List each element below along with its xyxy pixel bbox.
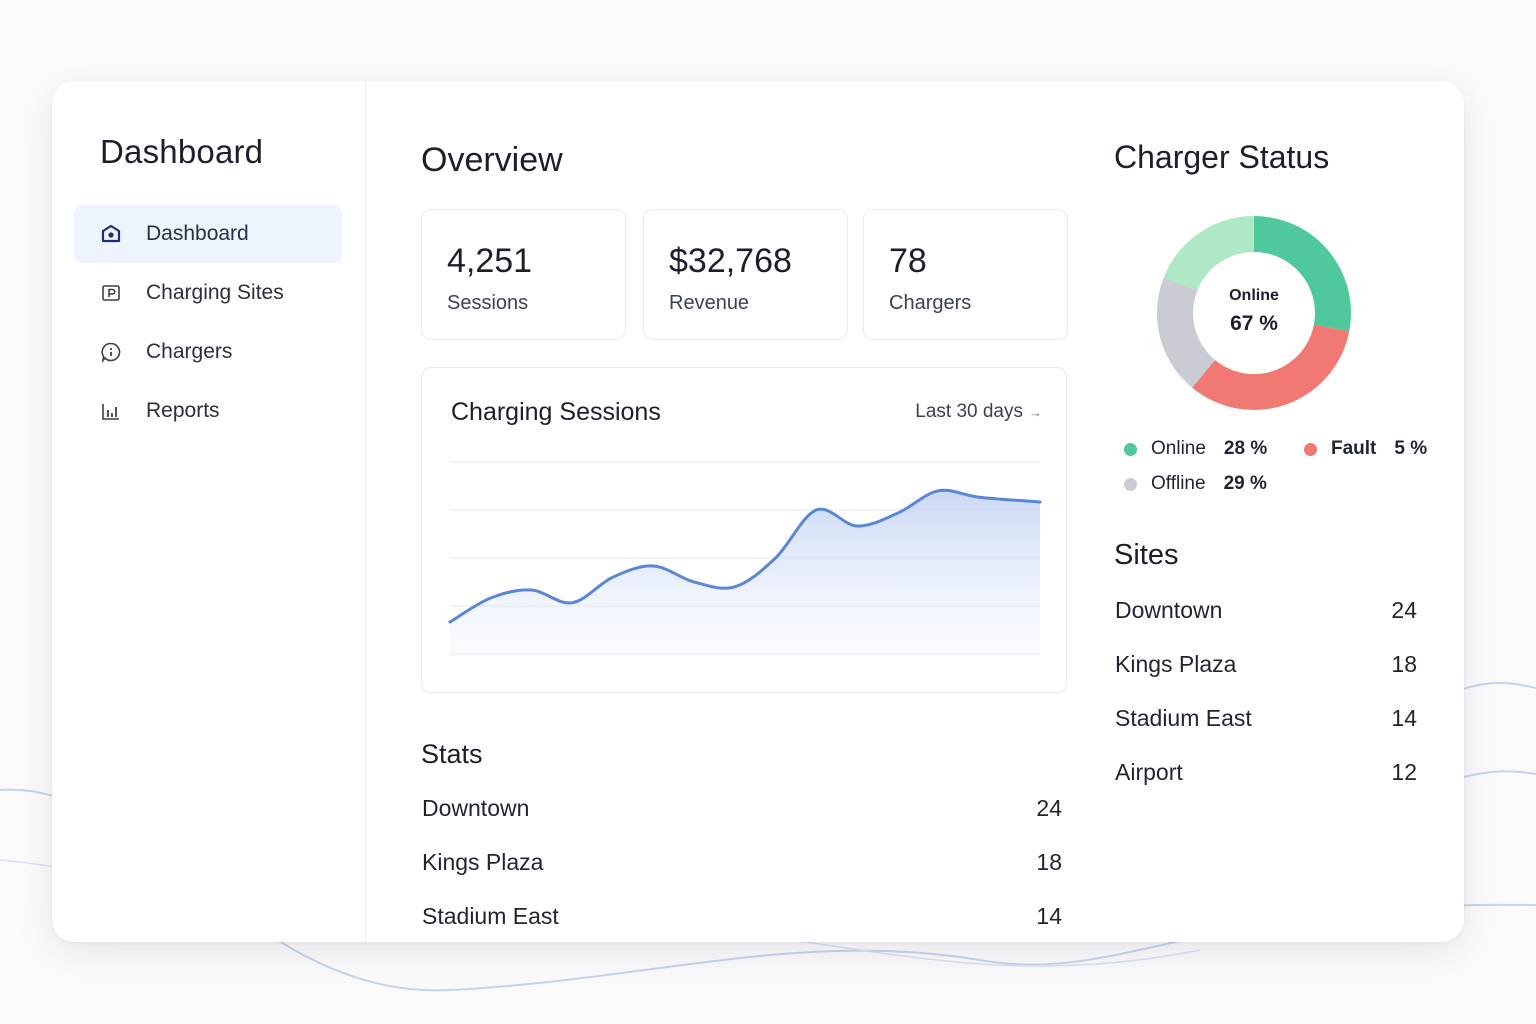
site-value: 12 bbox=[1391, 759, 1417, 785]
parking-icon bbox=[100, 282, 122, 304]
legend-fault: Fault 5 % bbox=[1304, 438, 1427, 460]
legend-dot-fault bbox=[1304, 442, 1317, 456]
legend-dot-offline bbox=[1124, 477, 1137, 491]
kpi-card-chargers: 78 Chargers bbox=[863, 209, 1068, 340]
sites-row[interactable]: Kings Plaza 18 bbox=[1115, 651, 1417, 678]
kpi-card-revenue: $32,768 Revenue bbox=[643, 209, 848, 340]
bar-chart-icon bbox=[100, 400, 122, 422]
stats-row[interactable]: Stadium East 14 bbox=[422, 903, 1062, 930]
legend-label: Fault bbox=[1331, 438, 1377, 459]
sidebar-item-dashboard[interactable]: Dashboard bbox=[74, 205, 342, 263]
kpi-value: 4,251 bbox=[447, 242, 533, 280]
stats-row-name: Kings Plaza bbox=[422, 849, 544, 875]
sidebar-item-chargers[interactable]: Chargers bbox=[74, 323, 342, 381]
chart-title: Charging Sessions bbox=[451, 398, 661, 426]
stats-row-name: Stadium East bbox=[422, 903, 559, 929]
home-icon bbox=[100, 223, 122, 245]
donut-center-value: 67 % bbox=[1230, 312, 1278, 335]
stats-title: Stats bbox=[421, 739, 483, 769]
site-name: Stadium East bbox=[1115, 705, 1252, 731]
sessions-area-chart bbox=[448, 461, 1042, 655]
date-range-selector[interactable]: Last 30 days → bbox=[915, 401, 1042, 423]
legend-dot-online bbox=[1124, 442, 1137, 456]
site-name: Airport bbox=[1115, 759, 1183, 785]
page-title: Overview bbox=[421, 141, 563, 179]
arrow-right-icon: → bbox=[1029, 404, 1042, 420]
kpi-value: $32,768 bbox=[669, 242, 792, 280]
sidebar-item-reports[interactable]: Reports bbox=[74, 382, 342, 440]
kpi-value: 78 bbox=[889, 242, 927, 280]
sidebar-nav: Dashboard Charging Sites Chargers Report… bbox=[74, 205, 342, 441]
legend-online: Online 28 % bbox=[1124, 438, 1267, 460]
sessions-area bbox=[450, 490, 1040, 654]
stats-row[interactable]: Kings Plaza 18 bbox=[422, 849, 1062, 876]
charger-status-donut: Online 67 % bbox=[1156, 215, 1352, 411]
kpi-label: Sessions bbox=[447, 292, 529, 314]
legend-label: Online bbox=[1151, 438, 1206, 459]
donut-hole bbox=[1194, 253, 1314, 373]
sidebar-item-label: Dashboard bbox=[146, 222, 249, 245]
sites-title: Sites bbox=[1114, 539, 1179, 571]
site-value: 14 bbox=[1391, 705, 1417, 731]
date-range-label: Last 30 days bbox=[915, 401, 1023, 422]
site-name: Downtown bbox=[1115, 597, 1223, 623]
legend-label: Offline bbox=[1151, 473, 1206, 494]
legend-pct: 5 % bbox=[1394, 438, 1428, 459]
sidebar-item-label: Chargers bbox=[146, 340, 233, 363]
stats-row-name: Downtown bbox=[422, 795, 530, 821]
dashboard-window: Dashboard Dashboard Charging Sites Charg… bbox=[52, 81, 1464, 942]
kpi-label: Revenue bbox=[669, 292, 750, 314]
charger-status-title: Charger Status bbox=[1114, 139, 1330, 175]
site-value: 18 bbox=[1391, 651, 1417, 677]
kpi-label: Chargers bbox=[889, 292, 972, 314]
donut-slice-online bbox=[1157, 216, 1351, 410]
sidebar-item-charging-sites[interactable]: Charging Sites bbox=[74, 264, 342, 322]
sessions-line bbox=[448, 488, 1042, 624]
kpi-card-sessions: 4,251 Sessions bbox=[421, 209, 626, 340]
sidebar-title: Dashboard bbox=[100, 133, 264, 170]
stats-row-value: 18 bbox=[1036, 849, 1062, 875]
charger-info-icon bbox=[100, 341, 122, 363]
stats-row-value: 24 bbox=[1036, 795, 1062, 821]
donut-center-label: Online bbox=[1229, 287, 1279, 304]
sidebar: Dashboard Dashboard Charging Sites Charg… bbox=[52, 81, 366, 942]
legend-pct: 29 % bbox=[1223, 473, 1267, 494]
site-value: 24 bbox=[1391, 597, 1417, 623]
sidebar-item-label: Charging Sites bbox=[146, 281, 284, 304]
legend-pct: 28 % bbox=[1223, 438, 1268, 459]
charging-sessions-card: Charging Sessions Last 30 days → bbox=[421, 367, 1067, 693]
site-name: Kings Plaza bbox=[1115, 651, 1237, 677]
donut-slice-fault bbox=[1157, 216, 1351, 410]
stats-row[interactable]: Downtown 24 bbox=[422, 795, 1062, 822]
sites-row[interactable]: Stadium East 14 bbox=[1115, 705, 1417, 732]
sidebar-item-label: Reports bbox=[146, 399, 220, 422]
main-content: Overview 4,251 Sessions $32,768 Revenue … bbox=[366, 81, 1464, 942]
stats-row-value: 14 bbox=[1036, 903, 1062, 929]
legend-offline: Offline 29 % bbox=[1124, 473, 1267, 495]
sites-row[interactable]: Airport 12 bbox=[1115, 759, 1417, 786]
donut-slice-offline bbox=[1157, 216, 1351, 410]
sites-row[interactable]: Downtown 24 bbox=[1115, 597, 1417, 624]
